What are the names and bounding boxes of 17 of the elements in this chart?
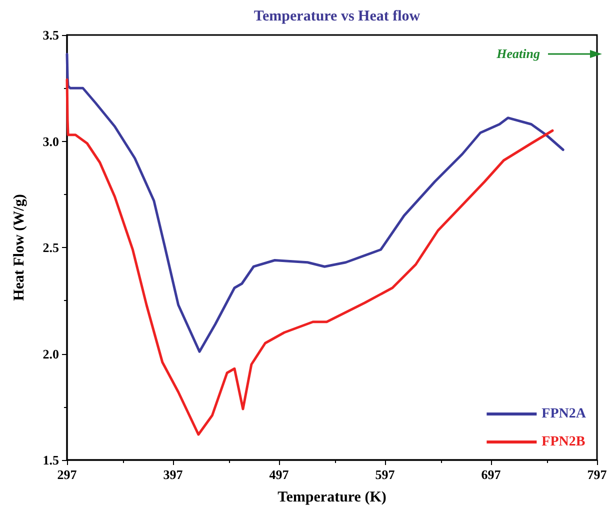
y-tick-label: 1.5 — [42, 452, 60, 468]
legend-label: FPN2B — [542, 434, 586, 450]
y-tick-label: 3.0 — [42, 134, 59, 149]
chart-title: Temperature vs Heat flow — [254, 8, 420, 24]
annotation: Heating — [496, 46, 540, 61]
y-axis-title: Heat Flow (W/g) — [12, 194, 28, 301]
x-tick-label: 597 — [375, 467, 396, 482]
x-axis-title: Temperature (K) — [278, 490, 386, 506]
y-tick-label: 3.5 — [42, 28, 60, 42]
legend-label: FPN2A — [542, 406, 587, 422]
y-tick-label: 2.0 — [42, 346, 59, 362]
x-tick-label: 297 — [57, 467, 78, 482]
x-tick-label: 797 — [587, 467, 608, 482]
y-tick-label: 2.5 — [42, 240, 60, 255]
x-tick-label: 397 — [163, 467, 184, 482]
x-tick-label: 497 — [269, 467, 290, 482]
x-tick-label: 697 — [481, 467, 502, 482]
